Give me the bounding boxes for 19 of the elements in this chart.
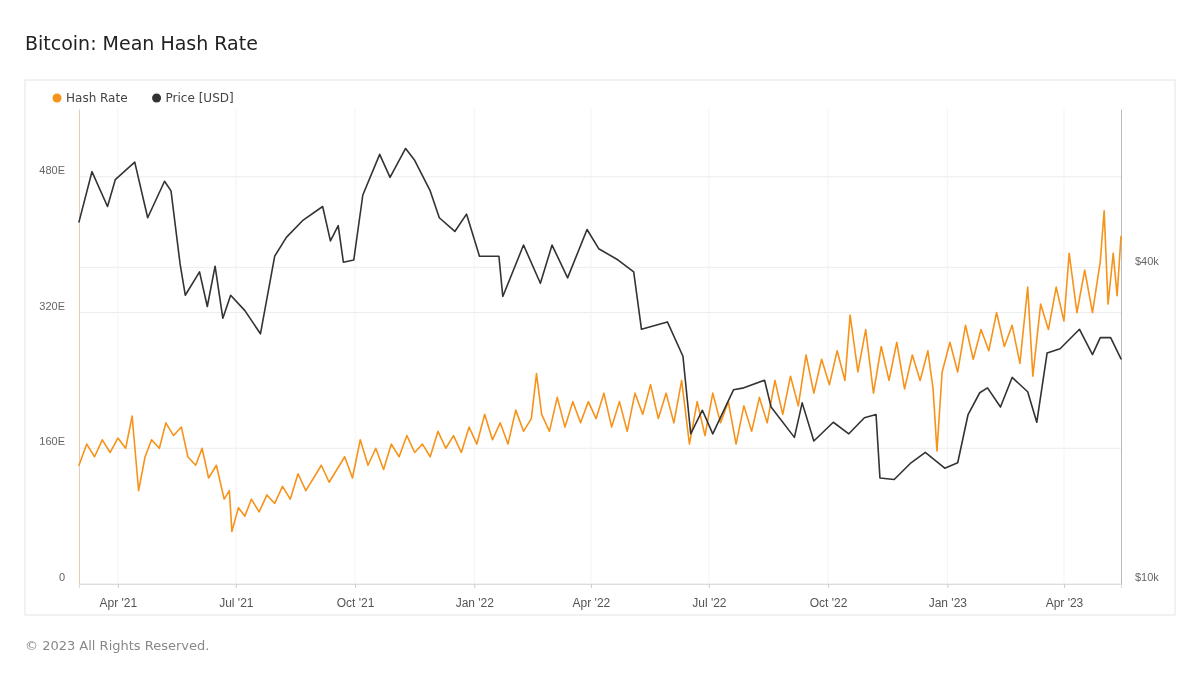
x-tick-label: Jul '22: [692, 595, 727, 610]
y2-tick-label: $10k: [1135, 571, 1160, 584]
x-tick-label: Oct '22: [809, 595, 848, 610]
x-tick-label: Jan '22: [455, 595, 495, 610]
y-tick-label: 480E: [39, 164, 65, 177]
x-tick-label: Oct '21: [336, 595, 375, 610]
y2-tick-label: $40k: [1135, 254, 1160, 267]
y-tick-label: 0: [58, 571, 65, 584]
x-tick-label: Jul '21: [219, 595, 254, 610]
x-tick-label: Apr '21: [99, 595, 138, 610]
legend-label: Hash Rate: [66, 91, 128, 105]
x-tick-label: Jan '23: [928, 595, 968, 610]
y-tick-label: 160E: [39, 435, 65, 448]
x-tick-label: Apr '23: [1045, 595, 1084, 610]
chart-title: Bitcoin: Mean Hash Rate: [25, 32, 258, 54]
y-tick-label: 320E: [39, 299, 65, 312]
legend-label: Price [USD]: [165, 91, 234, 105]
x-tick-label: Apr '22: [572, 595, 611, 610]
text: © 2023 All Rights Reserved.: [25, 638, 210, 653]
